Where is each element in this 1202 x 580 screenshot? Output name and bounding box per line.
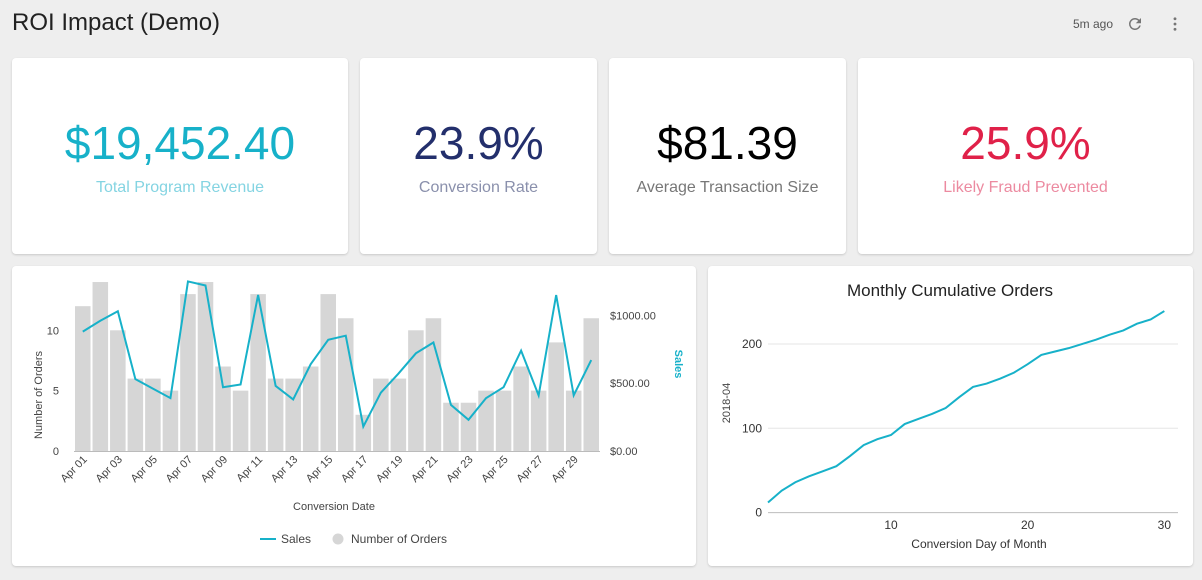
bar-orders: [548, 342, 564, 451]
more-vertical-icon[interactable]: [1165, 14, 1185, 34]
x-axis-label: Conversion Day of Month: [911, 537, 1046, 551]
bar-orders: [232, 390, 249, 451]
x-tick-label: Apr 27: [514, 454, 545, 485]
x-tick-label: Apr 15: [304, 454, 335, 485]
last-updated-text: 5m ago: [1073, 17, 1114, 31]
y-axis-right-label: Sales: [672, 350, 684, 379]
x-axis-label: Conversion Date: [293, 501, 375, 513]
bar-orders: [513, 366, 529, 451]
kpi-value: 25.9%: [960, 117, 1091, 169]
y-axis-label: 2018-04: [721, 383, 733, 423]
x-tick-label: Apr 01: [58, 454, 89, 485]
bar-orders: [250, 294, 266, 451]
x-tick-label: Apr 17: [339, 454, 370, 485]
y-tick-right: $0.00: [610, 446, 638, 458]
bar-orders: [127, 378, 144, 451]
x-tick-label: Apr 05: [129, 454, 160, 485]
dashboard-header: ROI Impact (Demo) 5m ago: [0, 0, 1202, 48]
x-tick-label: 10: [884, 518, 898, 532]
bar-orders: [495, 390, 512, 451]
kpi-value: 23.9%: [413, 117, 544, 169]
bar-orders: [180, 294, 196, 451]
x-tick-label: Apr 29: [549, 454, 580, 485]
bar-orders: [373, 378, 389, 451]
bar-orders: [443, 402, 459, 451]
bar-orders: [110, 330, 126, 451]
bar-orders: [355, 414, 372, 451]
bar-orders: [565, 390, 582, 451]
y-tick-left: 0: [53, 446, 59, 458]
y-axis-left-label: Number of Orders: [33, 350, 45, 439]
x-tick-label: Apr 13: [269, 454, 300, 485]
kpi-card-fraud-prevented[interactable]: 25.9% Likely Fraud Prevented: [858, 58, 1193, 254]
bar-orders: [145, 378, 161, 451]
kpi-card-avg-transaction[interactable]: $81.39 Average Transaction Size: [609, 58, 846, 254]
kpi-value: $81.39: [657, 117, 798, 169]
bar-orders: [197, 282, 214, 451]
bar-orders: [302, 366, 319, 451]
kpi-label: Conversion Rate: [418, 179, 539, 196]
x-tick-label: Apr 23: [444, 454, 475, 485]
cumulative-orders-chart-card: Monthly Cumulative Orders 0 100 200 10 20 30 …: [708, 266, 1193, 566]
y-tick-right: $1000.00: [610, 310, 656, 322]
y-tick-label: 100: [742, 421, 762, 435]
refresh-icon[interactable]: [1125, 14, 1145, 34]
x-tick-label: 30: [1158, 518, 1172, 532]
bar-orders: [425, 318, 442, 451]
line-sales: [82, 280, 593, 430]
kpi-label: Average Transaction Size: [636, 179, 819, 196]
x-tick-label: Apr 21: [409, 454, 440, 485]
bar-orders: [320, 294, 336, 451]
bar-orders: [390, 378, 407, 451]
bar-orders: [92, 282, 109, 451]
kpi-label: Likely Fraud Prevented: [943, 179, 1108, 196]
bar-orders: [215, 366, 231, 451]
line-cumulative-orders: [767, 310, 1165, 504]
chart-legend: Sales Number of Orders: [260, 532, 447, 546]
bar-orders: [408, 330, 424, 451]
x-tick-label: Apr 07: [164, 454, 195, 485]
kpi-card-total-revenue[interactable]: $19,452.40 Total Program Revenue: [12, 58, 348, 254]
kpi-value: $19,452.40: [64, 117, 296, 169]
x-tick-label: Apr 09: [199, 454, 230, 485]
page-title: ROI Impact (Demo): [12, 9, 221, 36]
bar-orders: [478, 390, 494, 451]
x-tick-label: Apr 03: [94, 454, 125, 485]
y-tick-left: 5: [53, 386, 59, 398]
y-tick-left: 10: [47, 325, 59, 337]
orders-sales-chart-card: 0 5 10 $0.00 $500.00 $1000.00 Apr 01 Apr 03 Apr …: [12, 266, 696, 566]
kpi-label: Total Program Revenue: [95, 179, 265, 196]
x-tick-label: Apr 11: [234, 454, 265, 485]
bar-orders: [460, 402, 477, 451]
bar-orders: [75, 306, 91, 451]
y-tick-right: $500.00: [610, 378, 650, 390]
bar-orders: [162, 390, 179, 451]
bar-orders: [530, 390, 547, 451]
y-tick-label: 0: [755, 506, 762, 520]
legend-item-orders[interactable]: Number of Orders: [351, 532, 447, 546]
x-tick-label: 20: [1021, 518, 1035, 532]
kpi-card-conversion-rate[interactable]: 23.9% Conversion Rate: [360, 58, 597, 254]
y-tick-label: 200: [742, 337, 762, 351]
chart-title: Monthly Cumulative Orders: [847, 281, 1053, 300]
x-tick-label: Apr 25: [479, 454, 510, 485]
legend-item-sales[interactable]: Sales: [281, 532, 311, 546]
bar-orders: [583, 318, 599, 451]
bar-orders: [267, 378, 284, 451]
legend-dot-swatch: [332, 533, 344, 545]
x-tick-label: Apr 19: [374, 454, 405, 485]
